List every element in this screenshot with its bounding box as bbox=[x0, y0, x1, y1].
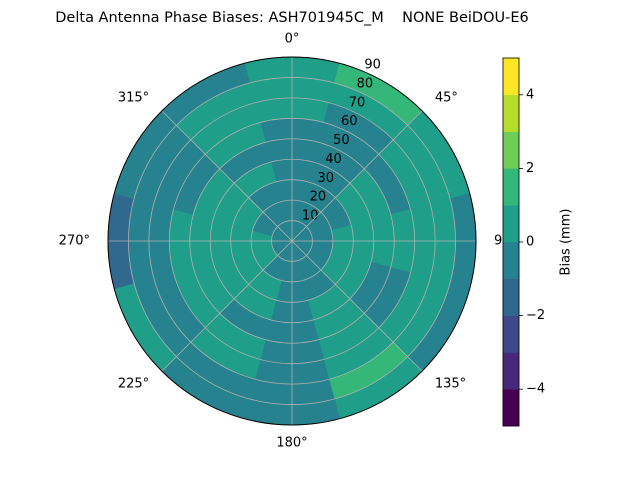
theta-tick-label: 0° bbox=[285, 32, 300, 47]
colorbar-tick-label: −2 bbox=[526, 308, 545, 323]
colorbar-segment bbox=[502, 204, 520, 243]
r-tick-label: 90 bbox=[364, 58, 381, 73]
colorbar-segment bbox=[502, 57, 520, 96]
r-tick-label: 30 bbox=[317, 171, 334, 186]
colorbar-label: Bias (mm) bbox=[559, 209, 574, 276]
r-tick-label: 40 bbox=[325, 152, 342, 167]
r-tick-label: 10 bbox=[302, 209, 319, 224]
grid-spoke bbox=[291, 110, 423, 242]
theta-tick-label: 45° bbox=[435, 91, 458, 106]
r-tick-label: 60 bbox=[341, 114, 358, 129]
theta-tick-label: 180° bbox=[276, 436, 307, 451]
colorbar-segment bbox=[502, 388, 520, 427]
r-tick-label: 70 bbox=[349, 95, 366, 110]
colorbar-tick-label: −4 bbox=[526, 382, 545, 397]
colorbar-segment bbox=[502, 315, 520, 353]
grid-spoke bbox=[291, 240, 423, 372]
colorbar-segment bbox=[502, 94, 520, 132]
colorbar-segment bbox=[502, 168, 520, 206]
colorbar-segment bbox=[502, 278, 520, 316]
colorbar-tick-label: 2 bbox=[526, 161, 534, 176]
theta-tick-label: 225° bbox=[118, 376, 149, 391]
r-tick-label: 50 bbox=[333, 133, 350, 148]
theta-tick-label: 135° bbox=[435, 376, 466, 391]
r-tick-label: 80 bbox=[357, 76, 374, 91]
colorbar-tick-label: 0 bbox=[526, 235, 534, 250]
colorbar-segment bbox=[502, 131, 520, 169]
theta-tick-label: 315° bbox=[118, 91, 149, 106]
colorbar-tick-label: 4 bbox=[526, 87, 534, 102]
polar-frame bbox=[107, 56, 477, 426]
r-tick-label: 20 bbox=[310, 190, 327, 205]
chart-title: Delta Antenna Phase Biases: ASH701945C_M… bbox=[55, 10, 528, 26]
grid-spoke bbox=[161, 110, 293, 242]
grid-spoke bbox=[161, 240, 293, 372]
colorbar-segment bbox=[502, 241, 520, 280]
colorbar-segment bbox=[502, 352, 520, 390]
theta-tick-label: 270° bbox=[59, 234, 90, 249]
